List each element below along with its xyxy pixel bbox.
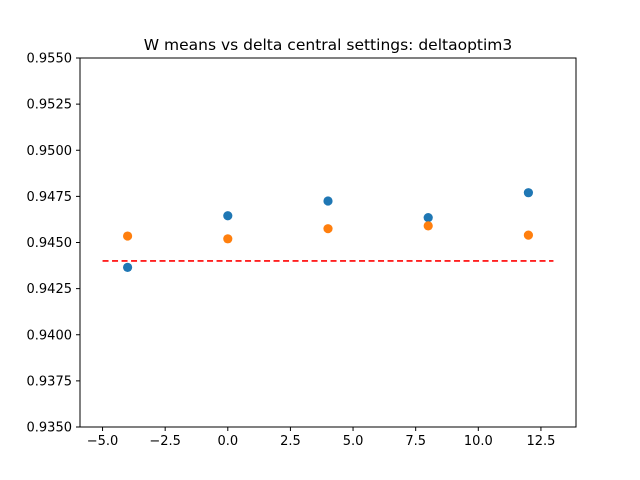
data-point-series-1 <box>523 188 534 198</box>
data-point-series-1 <box>223 211 233 221</box>
data-point-series-2 <box>523 230 534 240</box>
y-tick-label: 0.9375 <box>27 374 73 389</box>
x-tick-label: −5.0 <box>87 434 119 449</box>
y-tick-label: 0.9475 <box>27 190 73 205</box>
y-tick-label: 0.9500 <box>27 144 73 159</box>
y-tick-label: 0.9550 <box>27 52 73 67</box>
data-point-series-2 <box>423 221 433 231</box>
plot-frame <box>79 57 577 428</box>
y-tick-label: 0.9525 <box>27 98 73 113</box>
y-tick-label: 0.9350 <box>27 421 73 436</box>
data-point-series-1 <box>122 262 133 273</box>
y-tick-label: 0.9450 <box>27 236 73 251</box>
y-tick-label: 0.9400 <box>27 328 73 343</box>
data-point-series-2 <box>323 224 333 234</box>
data-point-series-2 <box>122 231 133 241</box>
x-tick-label: −2.5 <box>149 434 181 449</box>
x-tick-label: 12.5 <box>526 434 555 449</box>
data-point-series-1 <box>423 212 433 223</box>
y-tick-label: 0.9425 <box>27 282 73 297</box>
x-tick-label: 2.5 <box>280 434 301 449</box>
x-tick-label: 5.0 <box>343 434 364 449</box>
x-tick-label: 10.0 <box>464 434 493 449</box>
x-tick-label: 0.0 <box>217 434 238 449</box>
x-tick-label: 7.5 <box>405 434 426 449</box>
data-point-series-2 <box>223 234 233 244</box>
chart-title: W means vs delta central settings: delta… <box>144 36 513 54</box>
data-point-series-1 <box>323 196 333 206</box>
